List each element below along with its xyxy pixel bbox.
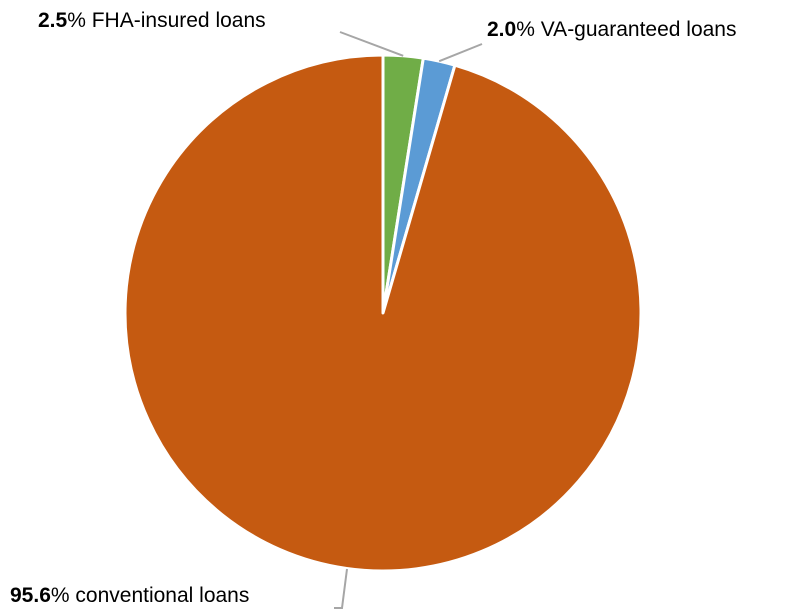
label-conventional: 95.6% conventional loans <box>10 584 249 607</box>
label-va-value: 2.0 <box>487 18 516 41</box>
label-fha-percent: % <box>67 9 86 32</box>
label-fha-name: FHA-insured loans <box>92 9 266 32</box>
leader-fha <box>339 31 404 57</box>
label-va-percent: % <box>516 18 535 41</box>
label-conventional-name: conventional loans <box>75 584 249 607</box>
leader-conventional <box>334 568 348 609</box>
pie-slices <box>123 53 643 573</box>
label-va: 2.0% VA-guaranteed loans <box>487 18 736 41</box>
label-fha-value: 2.5 <box>38 9 68 32</box>
label-conventional-percent: % <box>51 584 70 607</box>
leader-va <box>438 43 483 63</box>
label-fha: 2.5% FHA-insured loans <box>38 9 266 32</box>
pie-slice-conventional <box>123 53 643 573</box>
leader-lines <box>334 31 483 609</box>
label-va-name: VA-guaranteed loans <box>541 18 737 41</box>
label-conventional-value: 95.6 <box>10 584 51 607</box>
